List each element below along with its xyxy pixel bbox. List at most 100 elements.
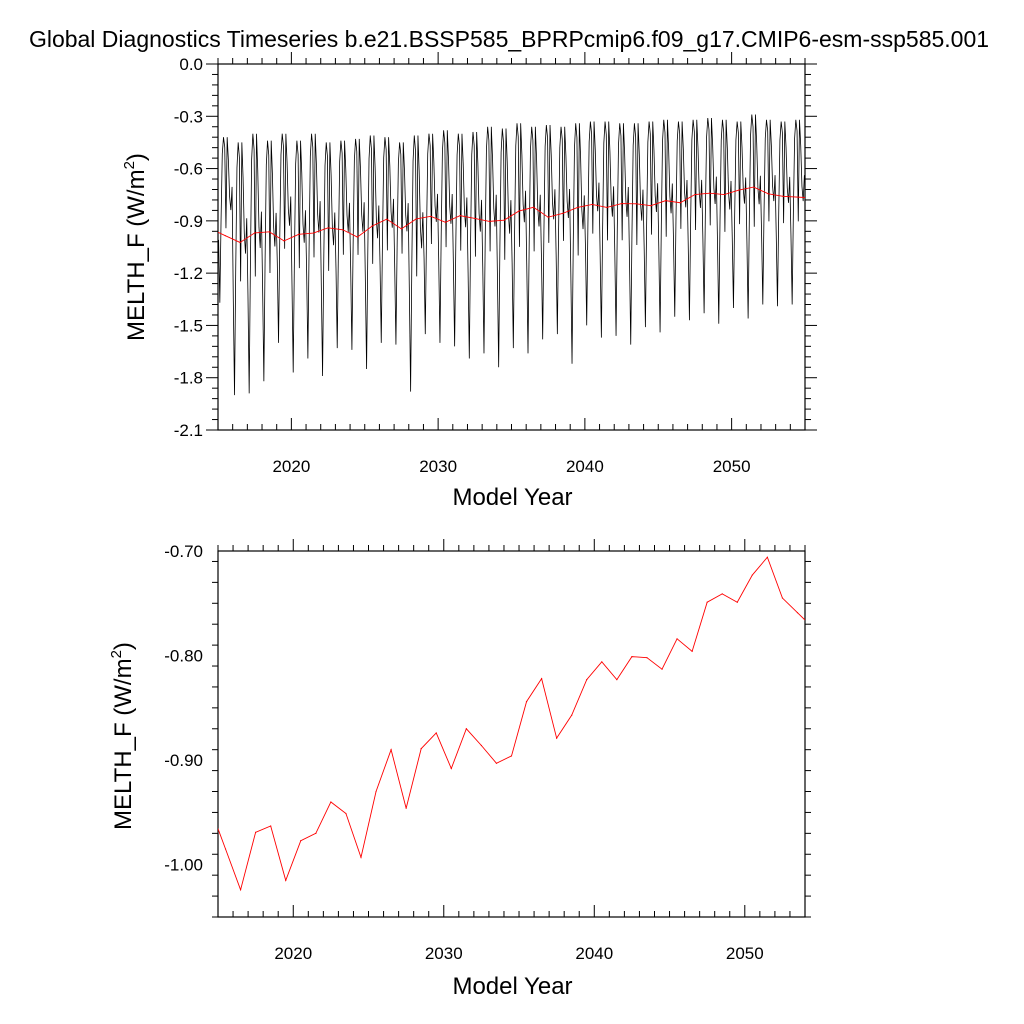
annual-data-point: [503, 219, 505, 221]
annual-data-point: [547, 216, 549, 218]
y-axis-label-close: ): [123, 153, 150, 161]
annual-data-point: [283, 240, 285, 242]
annual-data-point: [390, 749, 392, 751]
annual-data-point: [723, 193, 725, 196]
annual-data-point: [430, 215, 432, 217]
annual-data-point: [400, 228, 403, 230]
annual-data-point: [298, 233, 300, 235]
annual-data-point: [753, 186, 755, 188]
x-tick-label: 2050: [726, 944, 764, 963]
annual-series-line: [218, 556, 805, 892]
annual-data-point: [224, 235, 226, 237]
annual-data-point: [330, 801, 332, 803]
y-tick-label: -1.5: [174, 316, 203, 335]
y-tick-label: -0.70: [164, 542, 203, 561]
annual-data-point: [571, 714, 573, 716]
annual-data-point: [465, 728, 467, 730]
annual-data-point: [691, 650, 693, 652]
annual-data-point: [736, 601, 738, 603]
annual-data-point: [738, 189, 740, 191]
y-tick-label: 0.0: [179, 55, 203, 74]
annual-data-point: [709, 192, 711, 194]
annual-data-point: [706, 601, 708, 603]
y-tick-label: -1.8: [174, 369, 203, 388]
y-tick-label: -0.9: [174, 212, 203, 231]
annual-data-point: [488, 220, 491, 222]
annual-data-point: [782, 195, 784, 197]
annual-data-point: [415, 218, 417, 220]
annual-data-point: [586, 679, 588, 681]
y-tick-label: -1.00: [164, 856, 203, 875]
annual-data-point: [606, 206, 608, 209]
annual-data-point: [285, 879, 287, 882]
annual-data-point: [450, 767, 452, 770]
bottom-panel: 2020 2030 2040 2050 -0.70 -0.80 -0.90 -1.00 Mode…: [108, 539, 811, 1000]
annual-data-point: [300, 840, 302, 842]
y-tick-label: -0.3: [174, 107, 203, 126]
y-axis-label-superscript: 2: [108, 650, 125, 658]
annual-data-point: [664, 200, 667, 202]
annual-data-point: [796, 612, 799, 614]
annual-data-point: [532, 206, 535, 208]
y-axis-label-superscript: 2: [121, 161, 138, 169]
x-tick-label: 2040: [566, 457, 604, 476]
annual-data-point: [751, 574, 753, 576]
y-tick-label: -1.2: [174, 264, 203, 283]
y-tick-label: -0.80: [164, 647, 203, 666]
annual-data-point: [342, 229, 344, 231]
annual-data-point: [518, 210, 520, 212]
x-tick-label: 2020: [272, 457, 310, 476]
x-tick-label: 2030: [425, 944, 463, 963]
annual-data-point: [766, 556, 768, 558]
annual-data-point: [239, 889, 242, 891]
annual-data-point: [268, 231, 270, 233]
annual-data-point: [541, 677, 543, 680]
annual-data-point: [444, 221, 447, 223]
x-tick-label: 2020: [274, 944, 312, 963]
annual-data-point: [239, 241, 241, 244]
annual-data-point: [474, 217, 476, 220]
x-axis-label: Model Year: [452, 484, 572, 511]
annual-data-point: [676, 638, 678, 640]
y-axis-label-main: MELTH_F (W/m: [110, 658, 137, 830]
annual-data-point: [480, 744, 482, 747]
y-tick-label: -0.6: [174, 160, 203, 179]
annual-data-point: [375, 790, 377, 793]
annual-data-point: [345, 812, 347, 815]
annual-data-point: [591, 203, 593, 206]
annual-data-point: [635, 203, 637, 205]
y-tick-label: -0.90: [164, 751, 203, 770]
figure-title: Global Diagnostics Timeseries b.e21.BSSP…: [29, 26, 989, 52]
annual-data-point: [254, 232, 256, 234]
annual-data-point: [679, 202, 681, 204]
y-axis-label-close: ): [110, 642, 137, 650]
x-tick-label: 2040: [575, 944, 613, 963]
annual-data-point: [510, 755, 513, 757]
annual-data-point: [721, 593, 723, 595]
annual-data-point: [562, 212, 564, 214]
annual-data-point: [356, 236, 359, 238]
annual-data-point: [420, 748, 422, 750]
annual-data-point: [525, 700, 528, 703]
annual-data-point: [767, 193, 769, 195]
annual-data-point: [371, 225, 373, 227]
x-axis-label: Model Year: [452, 973, 572, 1000]
y-axis-label-main: MELTH_F (W/m: [123, 169, 150, 341]
annual-data-point: [270, 825, 272, 827]
annual-data-point: [255, 831, 257, 833]
annual-data-point: [315, 832, 317, 834]
monthly-series-line: [218, 114, 805, 396]
y-axis-label: MELTH_F (W/m2): [108, 642, 137, 830]
x-tick-label: 2050: [713, 457, 751, 476]
annual-data-point: [694, 193, 696, 196]
y-tick-label: -2.1: [174, 421, 203, 440]
annual-data-point: [224, 848, 227, 850]
annual-data-point: [631, 656, 633, 658]
annual-data-point: [495, 762, 498, 764]
annual-data-point: [646, 657, 648, 659]
annual-data-point: [661, 668, 663, 670]
annual-data-point: [327, 227, 329, 229]
annual-data-point: [405, 807, 407, 809]
annual-data-point: [459, 215, 461, 217]
